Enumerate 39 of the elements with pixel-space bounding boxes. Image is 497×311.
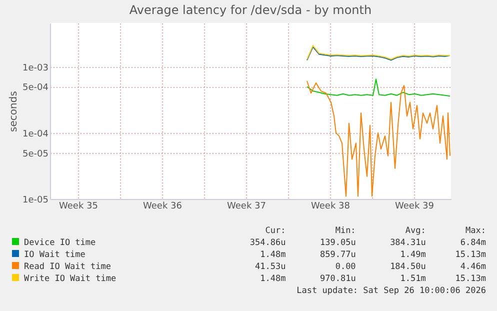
x-tick-label: Week 37 — [227, 202, 266, 212]
text: 139.05u — [318, 237, 356, 249]
legend-label: Device IO time — [23, 237, 97, 249]
x-tick-label: Week 38 — [311, 202, 350, 212]
y-tick-label: 1e-04 — [22, 129, 49, 140]
legend-label: IO Wait time — [23, 249, 86, 261]
text: 41.53u — [254, 261, 286, 273]
text: Min: — [334, 225, 356, 237]
y-tick-label: 1e-05 — [22, 196, 48, 206]
text: 384.31u — [389, 237, 426, 249]
chart-title: Average latency for /dev/sda - by month — [129, 3, 372, 17]
text: Avg: — [404, 225, 426, 237]
text: 4.46m — [459, 261, 486, 273]
x-tick-label: Week 35 — [59, 202, 98, 212]
x-tick-label: Week 39 — [395, 202, 434, 212]
text: 1.51m — [399, 273, 426, 285]
legend-label: Write IO Wait time — [23, 273, 118, 285]
y-tick-label: 5e-04 — [22, 83, 49, 94]
y-tick-label: 1e-03 — [22, 63, 48, 74]
line-series — [306, 80, 450, 197]
text: Cur: — [264, 225, 286, 237]
legend-label: Read IO Wait time — [23, 261, 112, 273]
y-axis-title: seconds — [8, 91, 20, 132]
text: 15.13m — [454, 273, 486, 285]
line-series — [306, 78, 450, 97]
text: 184.50u — [389, 261, 426, 273]
text: 6.84m — [459, 237, 486, 249]
text: 970.81u — [318, 273, 356, 285]
text: Last update: Sat Sep 26 10:00:06 2026 — [296, 285, 486, 297]
text: Max: — [464, 225, 486, 237]
y-tick-label: 5e-05 — [22, 149, 48, 160]
text: 1.48m — [259, 249, 286, 261]
text: 1.49m — [399, 249, 426, 261]
text: 354.86u — [248, 237, 286, 249]
text: 859.77u — [318, 249, 356, 261]
text: 0.00 — [334, 261, 356, 273]
text: 15.13m — [454, 249, 486, 261]
x-tick-label: Week 36 — [143, 202, 182, 212]
text: 1.48m — [259, 273, 286, 285]
